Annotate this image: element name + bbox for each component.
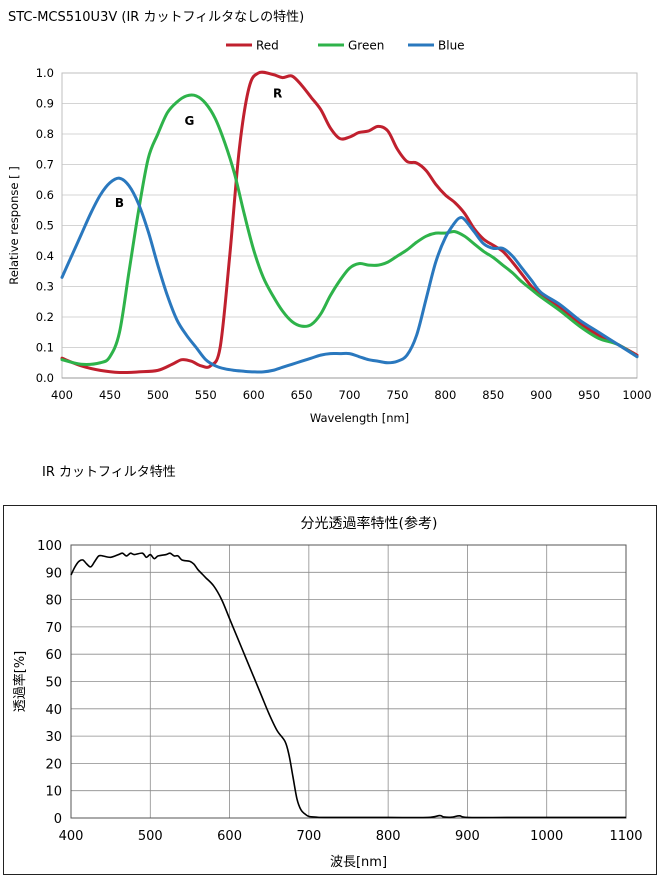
chart1-legend-label-green: Green bbox=[348, 39, 384, 53]
chart2-ir-cut-transmittance: 0 10 20 30 40 50 60 70 80 90 100 400 500 600 700 800 900… bbox=[12, 515, 643, 870]
chart1-x-tick-label: 650 bbox=[291, 388, 313, 402]
chart2-y-tick-label: 100 bbox=[37, 539, 62, 554]
chart1-x-tick-label: 1000 bbox=[622, 388, 651, 402]
chart2-y-tick-label: 30 bbox=[45, 730, 62, 745]
chart1-y-tick-label: 0.2 bbox=[36, 310, 54, 324]
chart2-series-line-transmittance bbox=[70, 552, 626, 819]
chart2-y-tick-label: 60 bbox=[45, 648, 62, 663]
chart2-x-tick-label: 1000 bbox=[530, 829, 563, 844]
chart1-y-tick-label: 0.8 bbox=[36, 127, 54, 141]
chart2-y-tick-label: 90 bbox=[45, 566, 62, 581]
chart2-y-tick-label: 40 bbox=[45, 703, 62, 718]
chart1-x-tick-label: 600 bbox=[243, 388, 265, 402]
chart1-series-line-blue bbox=[60, 176, 639, 374]
chart2-frame: 0 10 20 30 40 50 60 70 80 90 100 400 500 600 700 800 900… bbox=[3, 505, 657, 875]
chart2-x-tick-label: 1100 bbox=[609, 829, 642, 844]
chart2-section-title: IR カットフィルタ特性 bbox=[42, 465, 176, 480]
chart1-y-tick-label: 0.7 bbox=[36, 158, 54, 172]
chart1-x-tick-label: 900 bbox=[530, 388, 552, 402]
chart1-x-tick-label: 750 bbox=[386, 388, 408, 402]
chart1-y-axis-label: Relative response [ ] bbox=[7, 166, 21, 285]
chart2-y-tick-label: 80 bbox=[45, 594, 62, 609]
chart1-x-tick-label: 850 bbox=[482, 388, 504, 402]
chart1-x-tick-label: 800 bbox=[434, 388, 456, 402]
chart2-x-tick-label: 700 bbox=[296, 829, 321, 844]
chart1-legend-label-blue: Blue bbox=[438, 39, 465, 53]
chart2-y-tick-label: 70 bbox=[45, 621, 62, 636]
chart1-annotation-g: G bbox=[185, 114, 195, 128]
chart1-x-tick-label: 550 bbox=[195, 388, 217, 402]
chart2-x-tick-label: 400 bbox=[59, 829, 84, 844]
chart2-y-tick-label: 50 bbox=[45, 676, 62, 691]
chart2-title: 分光透過率特性(参考) bbox=[301, 515, 438, 532]
chart2-x-tick-label: 800 bbox=[376, 829, 401, 844]
chart1-x-tick-label: 500 bbox=[147, 388, 169, 402]
chart1-x-tick-label: 400 bbox=[51, 388, 73, 402]
chart1-x-tick-label: 950 bbox=[578, 388, 600, 402]
chart1-y-tick-label: 0.9 bbox=[36, 97, 54, 111]
chart1-annotation-b: B bbox=[115, 196, 124, 210]
chart1-y-tick-label: 0.3 bbox=[36, 280, 54, 294]
chart1-y-tick-label: 1.0 bbox=[36, 66, 54, 80]
chart1-spectral-response: 0.0 0.1 0.2 0.3 0.4 0.5 0.6 0.7 0.8 0.9 1.0 400 450 5… bbox=[7, 39, 652, 426]
chart1-y-tick-label: 0.6 bbox=[36, 188, 54, 202]
chart1-y-tick-label: 0.5 bbox=[36, 219, 54, 233]
chart1-series-line-green bbox=[60, 93, 639, 366]
chart1-x-tick-label: 450 bbox=[99, 388, 121, 402]
chart1-title: STC-MCS510U3V (IR カットフィルタなしの特性) bbox=[8, 10, 305, 25]
chart1-y-tick-label: 0.4 bbox=[36, 249, 54, 263]
chart2-x-tick-label: 600 bbox=[217, 829, 242, 844]
chart1-y-tick-label: 0.1 bbox=[36, 341, 54, 355]
chart2-x-tick-label: 500 bbox=[138, 829, 163, 844]
chart2-y-tick-label: 10 bbox=[45, 785, 62, 800]
chart2-y-axis-label: 透過率[%] bbox=[12, 651, 28, 713]
chart2-x-tick-label: 900 bbox=[455, 829, 480, 844]
chart1-legend-label-red: Red bbox=[256, 39, 279, 53]
chart2-x-axis-label: 波長[nm] bbox=[330, 855, 387, 870]
chart1-y-tick-label: 0.0 bbox=[36, 371, 54, 385]
chart1-annotation-r: R bbox=[273, 86, 282, 100]
chart1-x-tick-label: 700 bbox=[339, 388, 361, 402]
chart2-y-tick-label: 20 bbox=[45, 757, 62, 772]
chart1-series-line-red bbox=[60, 70, 639, 375]
chart1-x-axis-label: Wavelength [nm] bbox=[310, 411, 409, 425]
chart2-y-tick-label: 0 bbox=[54, 812, 62, 827]
